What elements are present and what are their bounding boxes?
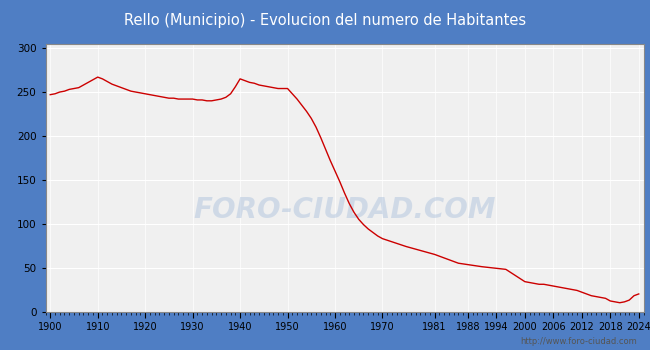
Text: Rello (Municipio) - Evolucion del numero de Habitantes: Rello (Municipio) - Evolucion del numero… [124, 13, 526, 28]
Text: http://www.foro-ciudad.com: http://www.foro-ciudad.com [520, 337, 637, 346]
Text: FORO-CIUDAD.COM: FORO-CIUDAD.COM [193, 196, 496, 224]
